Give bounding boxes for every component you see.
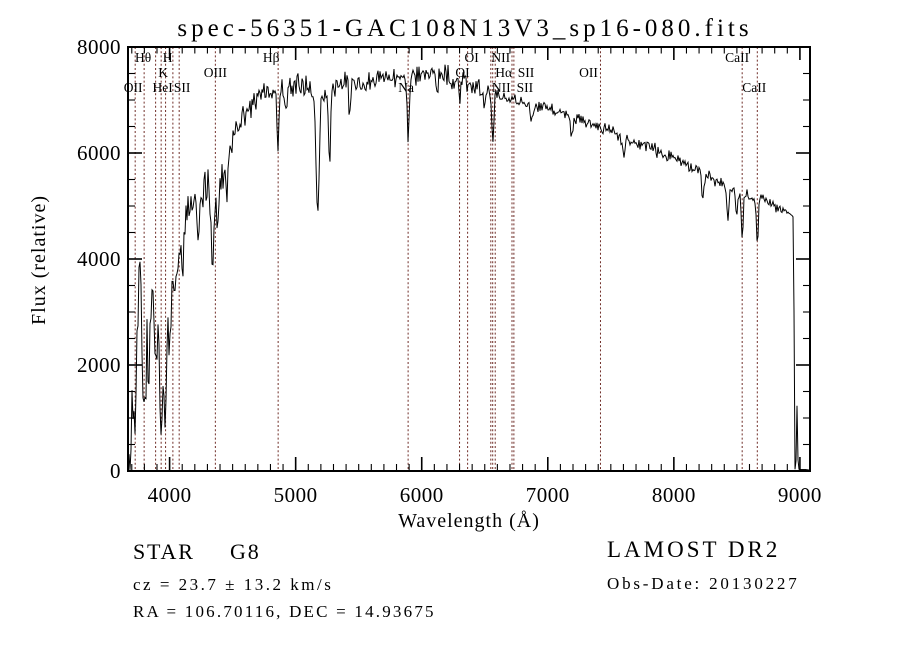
y-axis-label: Flux (relative) (28, 195, 50, 325)
spectral-line-label: K (158, 65, 168, 80)
x-axis-label: Wavelength (Å) (398, 510, 540, 532)
spectral-line-label: OI (455, 65, 470, 80)
spectral-line-label: Na (398, 80, 414, 95)
chart-title: spec-56351-GAC108N13V3_sp16-080.fits (177, 15, 752, 42)
x-tick-label: 9000 (778, 483, 822, 507)
survey-label: LAMOST DR2 (607, 537, 780, 562)
spectral-line-label: SII (517, 80, 534, 95)
spectral-line-label: NII (492, 80, 511, 95)
spectral-line-label: CaII (725, 50, 749, 65)
spectral-line-label: H (163, 50, 173, 65)
cz-value: cz = 23.7 ± 13.2 km/s (133, 575, 333, 594)
spectral-line-label: OIII (204, 65, 228, 80)
spectral-line-label: SII (174, 80, 191, 95)
y-tick-label: 8000 (77, 35, 121, 59)
spectral-line-label: HeI (152, 80, 173, 95)
y-tick-label: 2000 (77, 353, 121, 377)
x-tick-labels: 4000 5000 6000 7000 8000 9000 (148, 483, 822, 507)
x-tick-label: 5000 (274, 483, 318, 507)
spectral-line-label: OI (464, 50, 479, 65)
obs-date-value: Obs-Date: 20130227 (607, 574, 800, 593)
spectral-line-label: NII (491, 50, 510, 65)
spectral-line-label: SII (518, 65, 535, 80)
x-tick-label: 8000 (652, 483, 696, 507)
spectrum-trace (128, 64, 811, 471)
axis-ticks (128, 46, 810, 472)
classification-label: STAR (133, 539, 195, 564)
spectral-line-label: OII (579, 65, 598, 80)
y-tick-label: 0 (110, 459, 121, 483)
ra-dec-value: RA = 106.70116, DEC = 14.93675 (133, 602, 436, 621)
spectral-line-label: OII (124, 80, 143, 95)
x-tick-label: 6000 (400, 483, 444, 507)
y-tick-label: 4000 (77, 247, 121, 271)
spectral-line-label: Hα (495, 65, 512, 80)
subclass-label: G8 (230, 539, 261, 564)
spectral-line-markers (134, 47, 758, 471)
x-tick-label: 7000 (526, 483, 570, 507)
y-tick-labels: 0 2000 4000 6000 8000 (77, 35, 121, 483)
spectral-line-label: CaII (742, 80, 766, 95)
spectral-line-label: Hβ (263, 50, 280, 65)
spectral-line-label: Hθ (135, 50, 151, 65)
plot-frame (127, 46, 811, 472)
x-tick-label: 4000 (148, 483, 192, 507)
y-tick-label: 6000 (77, 141, 121, 165)
